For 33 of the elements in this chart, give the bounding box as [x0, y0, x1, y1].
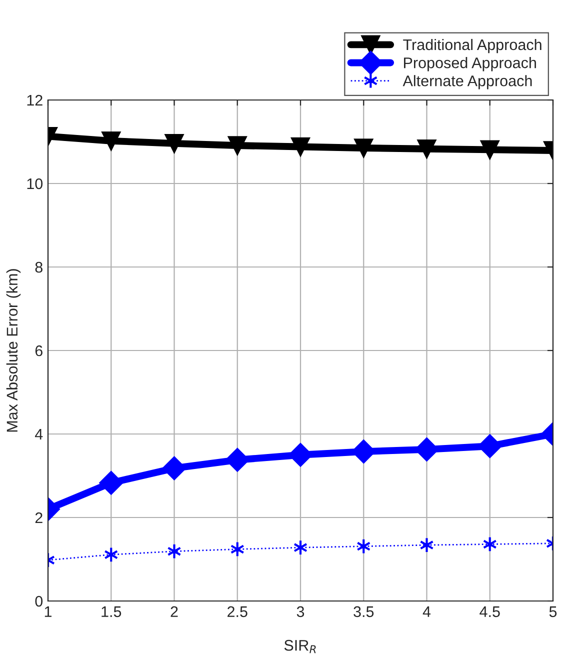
- x-tick-label: 2.5: [228, 606, 248, 618]
- point: [102, 132, 121, 150]
- x-tick-label: 2: [170, 606, 178, 617]
- legend-label: Traditional Approach: [403, 38, 542, 54]
- x-tick-label: 3: [296, 606, 304, 618]
- y-tick-label: 0: [35, 596, 43, 607]
- y-tick-label: 6: [35, 345, 42, 356]
- x-tick-label: 5: [549, 606, 557, 618]
- point: [420, 537, 434, 554]
- point: [167, 543, 182, 560]
- point: [354, 138, 374, 158]
- y-tick-label: 12: [27, 94, 42, 106]
- point: [417, 139, 436, 158]
- y-axis-title: Max Absolute Error (km): [6, 269, 21, 432]
- y-tick-label: 10: [27, 178, 43, 190]
- point: [478, 434, 502, 458]
- y-tick-label: 4: [34, 429, 43, 440]
- point: [291, 137, 310, 156]
- legend-label: Alternate Approach: [402, 75, 532, 90]
- point: [480, 140, 500, 160]
- x-tick-label: 1.5: [102, 606, 122, 618]
- x-tick-label: 4: [422, 606, 431, 617]
- x-axis-title: SIR$_{R}$: [284, 640, 316, 654]
- y-tick-label: 2: [35, 512, 42, 524]
- point: [99, 471, 123, 495]
- point: [164, 134, 184, 153]
- y-tick-label: 8: [35, 262, 42, 273]
- point: [228, 136, 247, 155]
- x-tick-label: 4.5: [480, 606, 500, 618]
- legend-label: Proposed Approach: [404, 57, 536, 72]
- x-tick-label: 3.5: [354, 606, 374, 618]
- x-tick-label: 1: [44, 606, 52, 617]
- point: [162, 456, 186, 480]
